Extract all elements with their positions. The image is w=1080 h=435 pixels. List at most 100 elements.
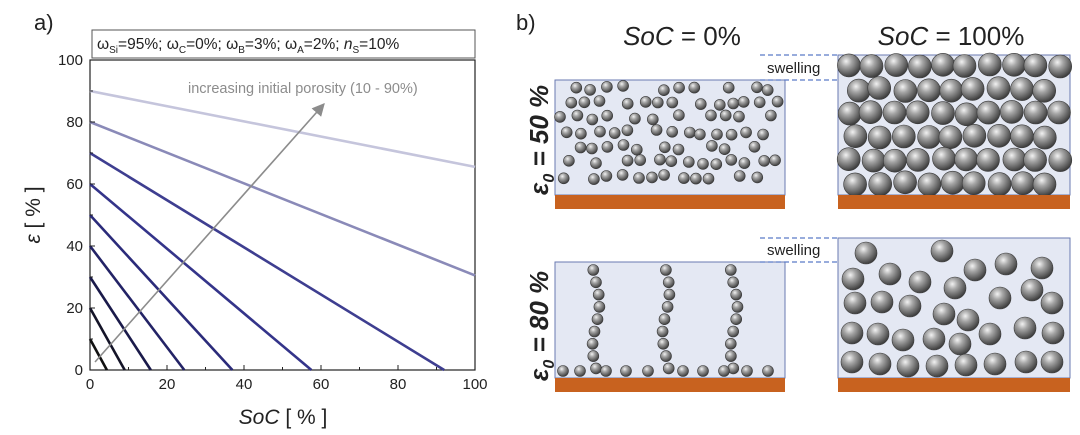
- particle: [673, 81, 685, 94]
- particle: [642, 365, 654, 377]
- particle: [727, 276, 740, 289]
- particle: [593, 301, 606, 313]
- particle: [590, 362, 602, 375]
- particle: [682, 156, 695, 168]
- particle: [963, 258, 987, 282]
- particle: [657, 337, 670, 350]
- particle: [1048, 148, 1073, 172]
- particle: [908, 270, 932, 294]
- particle: [1041, 321, 1065, 345]
- particle: [560, 126, 573, 139]
- particle: [1048, 54, 1072, 79]
- particle: [730, 313, 743, 326]
- particle: [1013, 316, 1037, 340]
- particle: [994, 252, 1018, 276]
- series-line-60: [89, 183, 313, 371]
- particle: [621, 97, 634, 110]
- x-tick-label: 60: [313, 376, 330, 393]
- particle: [570, 81, 583, 94]
- particle: [677, 365, 689, 377]
- particle: [702, 172, 715, 185]
- y-tick-label: 100: [58, 52, 83, 69]
- particle: [1033, 125, 1057, 150]
- x-tick-label: 20: [159, 376, 176, 393]
- particle: [748, 141, 761, 153]
- particle: [738, 157, 751, 169]
- particle: [882, 148, 907, 173]
- particle: [711, 128, 723, 141]
- particle: [719, 109, 732, 122]
- particle: [725, 128, 738, 141]
- current-collector: [555, 378, 785, 392]
- particle: [601, 141, 614, 153]
- param-omega-b: 3%: [254, 36, 277, 53]
- particle: [666, 96, 679, 109]
- particle: [999, 100, 1024, 124]
- particle: [587, 264, 600, 276]
- particle: [907, 54, 932, 79]
- particle: [727, 325, 740, 338]
- particle: [725, 350, 737, 362]
- particle: [718, 143, 731, 155]
- particle: [954, 102, 979, 127]
- particle: [617, 139, 630, 151]
- particle: [762, 365, 774, 377]
- axes-group: 0 20 40 60 80 100 0 20 40 60 80 100: [58, 52, 488, 393]
- panel-a-label: a): [34, 10, 54, 35]
- particle: [868, 352, 892, 376]
- particle: [1047, 100, 1071, 125]
- series-line-50: [89, 214, 234, 371]
- particle: [1030, 256, 1054, 280]
- particle: [650, 124, 663, 136]
- particle: [954, 353, 978, 377]
- particle: [658, 141, 671, 154]
- particle: [987, 124, 1011, 148]
- particle: [917, 125, 941, 149]
- y-axis-label: ε [ % ]: [22, 186, 45, 243]
- particle: [621, 124, 634, 137]
- particle: [590, 157, 602, 169]
- particle-group-80-soc0: [557, 264, 774, 377]
- particle: [594, 125, 606, 138]
- particle: [563, 155, 575, 167]
- particle: [978, 322, 1002, 346]
- particle: [660, 350, 672, 362]
- particle: [658, 313, 671, 326]
- particle: [694, 98, 707, 110]
- box-row1-col2: [836, 52, 1073, 209]
- particle: [943, 276, 967, 300]
- particle: [706, 140, 718, 152]
- row2-label: ε0 = 80 %: [524, 271, 558, 381]
- particle: [724, 264, 737, 276]
- particle: [906, 148, 930, 172]
- particle: [571, 109, 584, 122]
- particle: [601, 81, 613, 93]
- particle: [731, 301, 744, 313]
- particle: [939, 78, 964, 103]
- porosity-chart: 0 20 40 60 80 100 0 20 40 60 80 100 ωSi=95%; ωC=0%;…: [22, 29, 488, 429]
- parameter-text: ωSi=95%; ωC=0%; ωB=3%; ωA=2%; nS=10%: [97, 36, 399, 56]
- particle: [952, 54, 977, 78]
- particle: [588, 325, 601, 338]
- particle-group-50-soc0: [554, 80, 784, 185]
- particle: [867, 125, 892, 150]
- particle: [861, 148, 886, 173]
- particle: [769, 154, 781, 167]
- particle: [688, 81, 701, 94]
- particle: [586, 142, 598, 155]
- particle: [678, 172, 690, 184]
- particle: [673, 109, 685, 121]
- particle: [662, 362, 675, 375]
- particle: [1014, 350, 1038, 374]
- particle: [960, 77, 985, 101]
- particle: [840, 321, 864, 345]
- particle: [905, 100, 930, 125]
- x-tick-label: 0: [86, 376, 94, 393]
- particle: [962, 124, 987, 148]
- particle: [665, 155, 678, 167]
- particle: [608, 127, 621, 139]
- particle: [940, 170, 965, 195]
- particle: [705, 109, 717, 122]
- particle: [846, 78, 871, 103]
- particle: [956, 308, 980, 332]
